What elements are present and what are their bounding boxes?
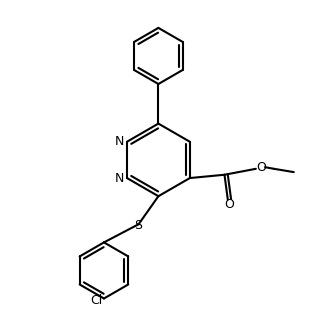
Text: Cl: Cl	[90, 294, 103, 307]
Text: O: O	[224, 198, 234, 211]
Text: S: S	[135, 219, 143, 232]
Text: N: N	[115, 135, 124, 148]
Text: N: N	[115, 171, 124, 184]
Text: O: O	[256, 161, 266, 174]
